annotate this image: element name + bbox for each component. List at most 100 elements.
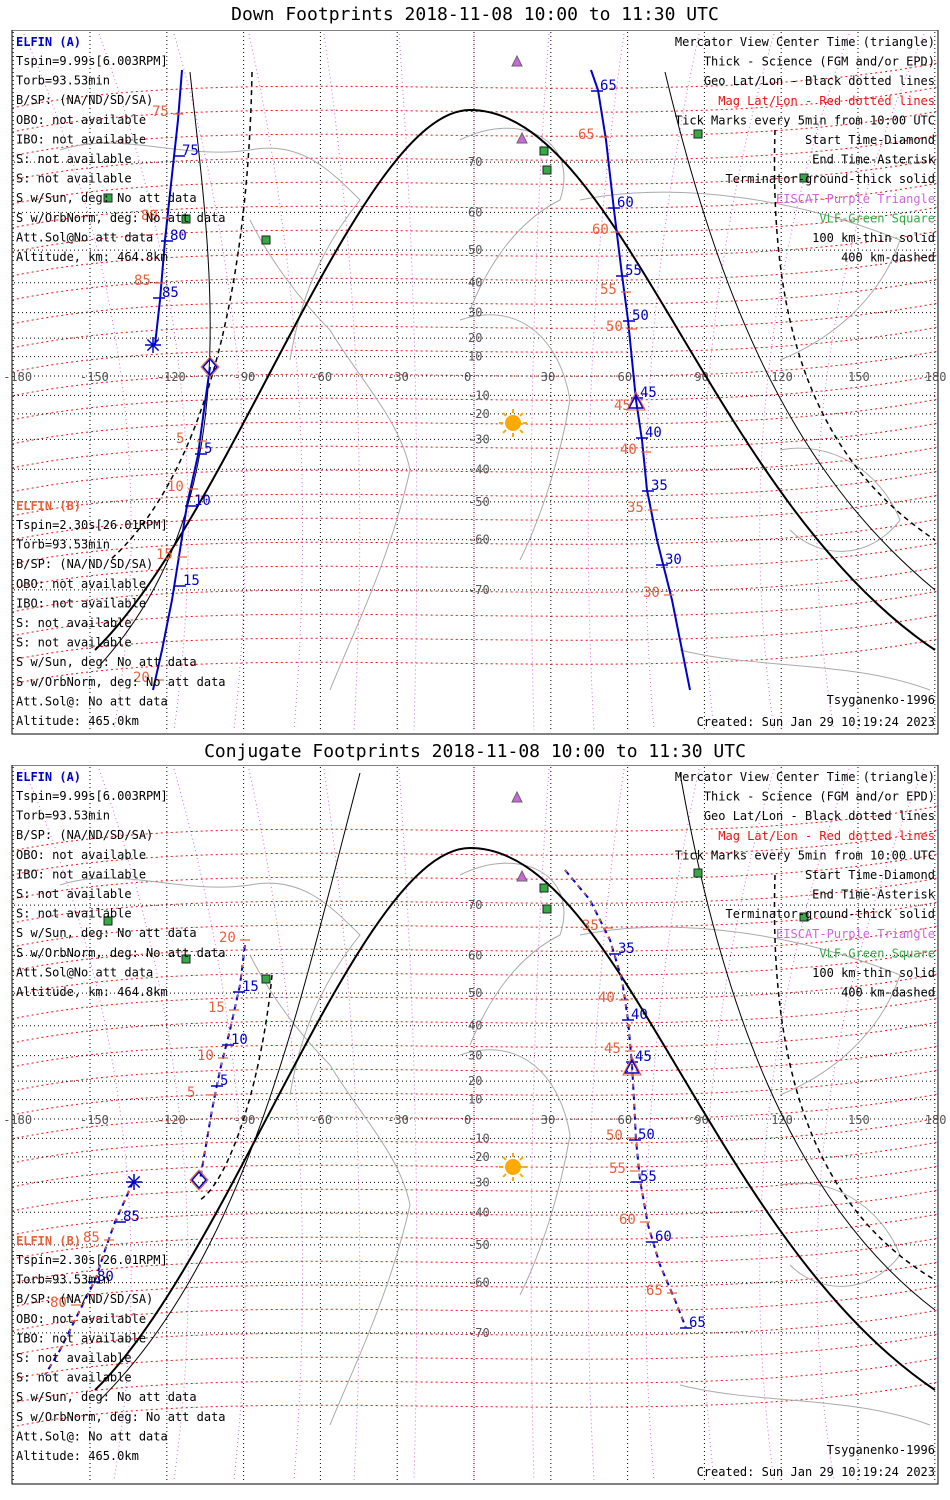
legend-line: Mercator View Center Time (triangle): [675, 770, 935, 784]
elfin-b-mag-tick-label: 5: [187, 1085, 195, 1101]
mag-latitude-line: [11, 829, 939, 876]
mag-latitude-line: [11, 614, 939, 661]
elfin-b-mag-tick-label: 40: [598, 990, 615, 1006]
mag-latitude-line: [11, 877, 939, 924]
elfin-b-tick-label: 10: [194, 493, 211, 509]
coastlines: [59, 127, 931, 691]
lon-tick-label: 150: [848, 370, 870, 384]
terminator-400km: [773, 874, 936, 1281]
mag-latitude-line: [11, 1093, 939, 1140]
mag-latitude-line: [11, 278, 939, 325]
vlf-square-icon: [542, 165, 552, 175]
elfin-a-tick-label: 45: [640, 385, 657, 401]
elfin-a-tick-label: 40: [645, 425, 662, 441]
vlf-square-icon: [103, 193, 113, 203]
lat-tick-label: -20: [468, 1150, 490, 1164]
mag-latitude-line: [11, 590, 939, 637]
sun-icon: [505, 415, 521, 431]
lon-tick-label: -60: [310, 370, 332, 384]
lat-tick-label: -50: [468, 495, 490, 509]
legend-line: Thick - Science (FGM and/or EPD): [704, 55, 935, 69]
elfin-b-info-line: S: not available: [16, 636, 132, 650]
lat-tick-label: 50: [468, 986, 482, 1000]
legend-line: 400 km-dashed: [841, 986, 935, 1000]
mag-latitude-line: [11, 566, 939, 613]
mag-latitude-line: [11, 973, 939, 1020]
elfin-b-info-line: Tspin=2.30s[26.01RPM]: [16, 518, 168, 532]
lat-tick-label: -60: [468, 1276, 490, 1290]
mag-latitude-line: [11, 1357, 939, 1404]
elfin-b-mag-tick-label: 35: [627, 500, 644, 516]
elfin-a-header: ELFIN (A): [16, 35, 81, 49]
legend-line: Tick Marks every 5min from 10:00 UTC: [675, 848, 935, 862]
mag-latitude-line: [11, 422, 939, 469]
sun-ray: [519, 412, 524, 417]
center-time-triangle-icon: [626, 390, 646, 411]
lat-tick-label: 10: [468, 350, 482, 364]
elfin-b-mag-tick-label: 80: [141, 208, 158, 224]
elfin-a-info-line: Att.Sol@No att data: [16, 230, 153, 244]
elfin-b-info-line: Altitude: 465.0km: [16, 714, 139, 728]
start-diamond-icon: [202, 357, 218, 377]
mag-latitude-line: [11, 1189, 939, 1236]
elfin-b-mag-tick-label: 10: [167, 479, 184, 495]
lon-tick-label: -180: [3, 370, 32, 384]
vlf-square-icon: [693, 129, 703, 139]
lat-tick-label: 30: [468, 306, 482, 320]
vlf-square-icon: [539, 146, 549, 156]
elfin-b-mag-tick-label: 65: [646, 1283, 663, 1299]
legend-line: Mag Lat/Lon - Red dotted lines: [718, 94, 935, 108]
elfin-a-tick-label: 35: [651, 478, 668, 494]
terminator-400km: [199, 974, 273, 1201]
elfin-a-tick-label: 65: [689, 1315, 706, 1331]
elfin-b-mag-tick-label: 30: [643, 585, 660, 601]
legend-line: Tick Marks every 5min from 10:00 UTC: [675, 113, 935, 127]
lat-tick-label: 20: [468, 1074, 482, 1088]
elfin-b-mag-tick-label: 85: [83, 1230, 100, 1246]
mag-latitude-line: [11, 398, 939, 445]
elfin-a-tick-label: 80: [97, 1269, 114, 1285]
elfin-a-tick-label: 15: [242, 979, 259, 995]
elfin-b-mag-tick-label: 15: [208, 1000, 225, 1016]
mag-longitude-line: [248, 33, 304, 731]
elfin-a-track: [564, 869, 687, 1329]
map-frame: [11, 30, 939, 735]
coastline-path: [779, 447, 901, 552]
elfin-b-mag-tick-label: 55: [609, 1161, 626, 1177]
elfin-a-info-line: S: not available: [16, 907, 132, 921]
elfin-b-tick-label: 15: [183, 573, 200, 589]
lon-tick-label: -90: [234, 1113, 256, 1127]
elfin-a-info-line: S: not available: [16, 172, 132, 186]
eiscat-triangle-icon: [516, 869, 528, 882]
lat-tick-label: -60: [468, 533, 490, 547]
mag-latitude-line: [11, 1285, 939, 1332]
mag-latitude-line: [11, 1021, 939, 1068]
eiscat-triangle-icon: [511, 54, 523, 67]
lon-tick-label: 0: [464, 370, 471, 384]
lat-tick-label: -20: [468, 407, 490, 421]
lat-tick-label: 60: [468, 948, 482, 962]
elfin-b-info-line: S w/Sun, deg: No att data: [16, 655, 197, 669]
model-label: Tsyganenko-1996: [827, 1443, 935, 1457]
lon-tick-label: 90: [694, 1113, 708, 1127]
elfin-a-info-line: Att.Sol@No att data: [16, 965, 153, 979]
legend-line: VLF-Green Square: [819, 211, 935, 225]
mag-longitude-line: [644, 33, 700, 731]
elfin-a-tick-label: 55: [640, 1169, 657, 1185]
elfin-b-mag-tick-label: 35: [582, 918, 599, 934]
created-label: Created: Sun Jan 29 10:19:24 2023: [697, 715, 935, 729]
start-diamond-icon: [191, 1170, 207, 1190]
mag-longitude-line: [398, 33, 418, 731]
lat-tick-label: -40: [468, 462, 490, 476]
lat-tick-label: 40: [468, 1019, 482, 1033]
legend-line: EISCAT-Purple Triangle: [776, 192, 935, 206]
elfin-b-mag-tick-label: 85: [134, 273, 151, 289]
elfin-a-info-line: B/SP: (NA/ND/SD/SA): [16, 828, 153, 842]
lon-tick-label: 30: [541, 370, 555, 384]
mag-latitude-line: [11, 1141, 939, 1188]
mag-latitude-line: [11, 374, 939, 421]
coastline-path: [459, 1049, 571, 1296]
legend-line: Start Time-Diamond: [805, 868, 935, 882]
elfin-b-mag-tick-label: 15: [156, 547, 173, 563]
elfin-b-mag-tick-label: 60: [592, 222, 609, 238]
